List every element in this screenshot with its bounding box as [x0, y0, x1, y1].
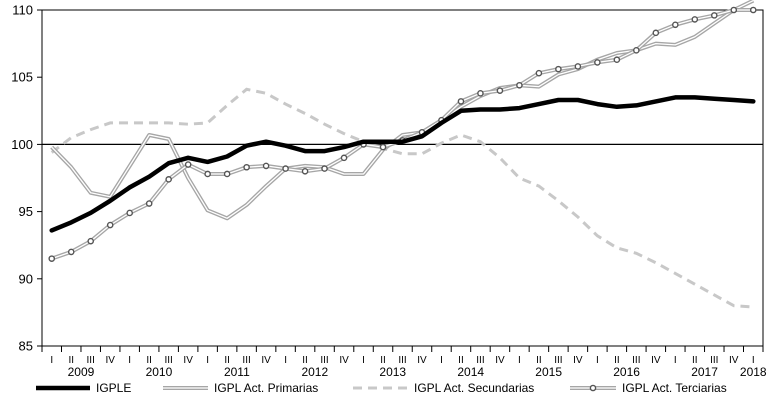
series-igpl-act-terciarias-point	[87, 237, 95, 245]
x-quarter-label: IV	[651, 355, 661, 366]
x-quarter-label: I	[284, 355, 287, 366]
x-quarter-label: IV	[183, 355, 193, 366]
legend-igpl-act-primarias-label: IGPL Act. Primarias	[214, 381, 318, 395]
series-igpl-act-terciarias-point	[633, 47, 640, 54]
x-quarter-label: IV	[339, 355, 349, 366]
x-quarter-label: I	[752, 355, 755, 366]
x-quarter-label: I	[206, 355, 209, 366]
x-quarter-label: IV	[495, 355, 505, 366]
x-quarter-label: II	[146, 355, 152, 366]
x-quarter-label: II	[458, 355, 464, 366]
series-igpl-act-primarias-line	[50, 0, 755, 221]
x-quarter-label: III	[320, 355, 328, 366]
series-igpl-act-terciarias-point	[613, 56, 621, 64]
series-igpl-act-terciarias-point	[204, 170, 211, 178]
x-year-label: 2010	[146, 365, 173, 379]
legend-igple-label: IGPLE	[96, 381, 131, 395]
series-igpl-act-terciarias-point	[574, 63, 582, 70]
x-quarter-label: IV	[105, 355, 115, 366]
x-quarter-label: III	[242, 355, 250, 366]
series-igpl-act-terciarias-point	[48, 255, 56, 262]
series-igpl-act-terciarias-point	[106, 221, 114, 229]
x-quarter-label: II	[614, 355, 620, 366]
x-year-label: 2016	[613, 365, 640, 379]
x-quarter-label: II	[380, 355, 386, 366]
x-quarter-label: III	[710, 355, 718, 366]
series-igpl-act-secundarias-line	[50, 87, 754, 309]
x-quarter-label: IV	[417, 355, 427, 366]
series-igpl-act-terciarias-point	[652, 29, 660, 37]
x-quarter-label: I	[440, 355, 443, 366]
series-igpl-act-terciarias-point	[321, 165, 328, 172]
x-year-label: 2018	[740, 365, 767, 379]
series-igpl-act-terciarias-point	[496, 87, 504, 94]
x-quarter-label: II	[302, 355, 308, 366]
series-igpl-act-terciarias-point	[282, 165, 289, 172]
series-igpl-act-terciarias-point	[691, 16, 699, 23]
series-igpl-act-terciarias-point	[262, 162, 270, 170]
x-quarter-label: II	[68, 355, 74, 366]
series-igpl-act-terciarias-point	[710, 12, 718, 19]
series-igpl-act-terciarias-point	[594, 59, 601, 66]
x-quarter-label: I	[518, 355, 521, 366]
series-igpl-act-primarias-line-inner	[51, 0, 754, 219]
series-igpl-act-terciarias-point	[301, 167, 309, 175]
series-igpl-act-terciarias-point	[555, 65, 562, 73]
series-igpl-act-terciarias-point	[145, 200, 153, 207]
x-year-label: 2009	[68, 365, 95, 379]
x-quarter-label: I	[50, 355, 53, 366]
series-igpl-act-terciarias-point	[379, 143, 387, 151]
x-quarter-label: III	[632, 355, 640, 366]
series-igpl-act-terciarias-point	[126, 209, 133, 217]
series-igpl-act-terciarias-point	[340, 154, 348, 162]
x-quarter-label: I	[596, 355, 599, 366]
series-igpl-act-terciarias-point	[184, 161, 192, 168]
y-tick-label: 105	[11, 70, 33, 85]
legend-igpl-act-terciarias-marker	[589, 384, 597, 392]
y-tick-label: 100	[11, 137, 33, 152]
series-igpl-act-terciarias-point	[749, 6, 757, 14]
x-year-label: 2012	[301, 365, 328, 379]
series-igpl-act-terciarias-point	[457, 98, 465, 105]
y-tick-label: 95	[19, 204, 33, 219]
y-tick-label: 90	[19, 271, 33, 286]
legend-igpl-act-terciarias-label: IGPL Act. Terciarias	[622, 381, 727, 395]
y-tick-label: 85	[19, 339, 33, 354]
x-year-label: 2015	[535, 365, 562, 379]
x-quarter-label: I	[362, 355, 365, 366]
x-quarter-label: III	[476, 355, 484, 366]
x-quarter-label: IV	[261, 355, 271, 366]
series-igpl-act-terciarias-point	[223, 170, 231, 178]
series-igpl-act-terciarias-point	[477, 90, 484, 97]
series-igpl-act-terciarias-point	[165, 176, 172, 183]
x-year-label: 2011	[224, 365, 250, 379]
x-quarter-label: IV	[573, 355, 583, 366]
x-quarter-label: III	[554, 355, 562, 366]
x-quarter-label: III	[164, 355, 172, 366]
x-quarter-label: II	[224, 355, 230, 366]
series-igple-line	[49, 95, 756, 233]
series-igpl-act-terciarias-point	[730, 6, 738, 14]
series-igpl-act-terciarias-point	[672, 21, 679, 29]
x-year-label: 2017	[691, 365, 718, 379]
series-igpl-act-terciarias-point	[243, 163, 250, 171]
x-quarter-label: II	[692, 355, 698, 366]
x-quarter-label: I	[128, 355, 131, 366]
x-year-label: 2013	[379, 365, 406, 379]
x-quarter-label: II	[536, 355, 542, 366]
series-igpl-act-terciarias-point	[67, 248, 75, 256]
y-tick-label: 110	[12, 3, 33, 18]
series-igpl-act-terciarias-point	[516, 81, 523, 89]
x-quarter-label: III	[87, 355, 95, 366]
x-quarter-label: I	[674, 355, 677, 366]
x-quarter-label: III	[398, 355, 406, 366]
legend-igpl-act-secundarias-label: IGPL Act. Secundarias	[414, 381, 534, 395]
plot-frame	[41, 9, 764, 347]
series-igpl-act-terciarias-point	[535, 69, 543, 77]
x-year-label: 2014	[457, 365, 484, 379]
x-quarter-label: IV	[729, 355, 739, 366]
